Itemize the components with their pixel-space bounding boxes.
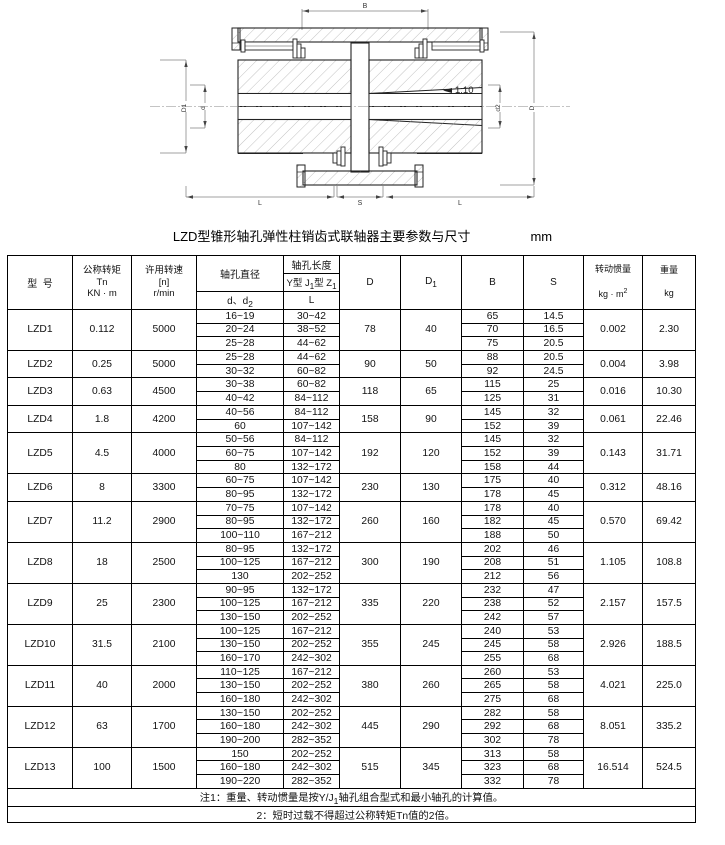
svg-text:1:10: 1:10 — [455, 85, 474, 96]
svg-text:D1: D1 — [181, 103, 188, 112]
svg-text:d: d — [200, 106, 207, 110]
svg-text:L: L — [458, 200, 462, 207]
svg-text:D: D — [529, 105, 536, 110]
svg-text:L: L — [258, 200, 262, 207]
svg-text:S: S — [358, 200, 363, 207]
svg-text:B: B — [363, 3, 368, 10]
svg-text:d2: d2 — [495, 104, 502, 112]
